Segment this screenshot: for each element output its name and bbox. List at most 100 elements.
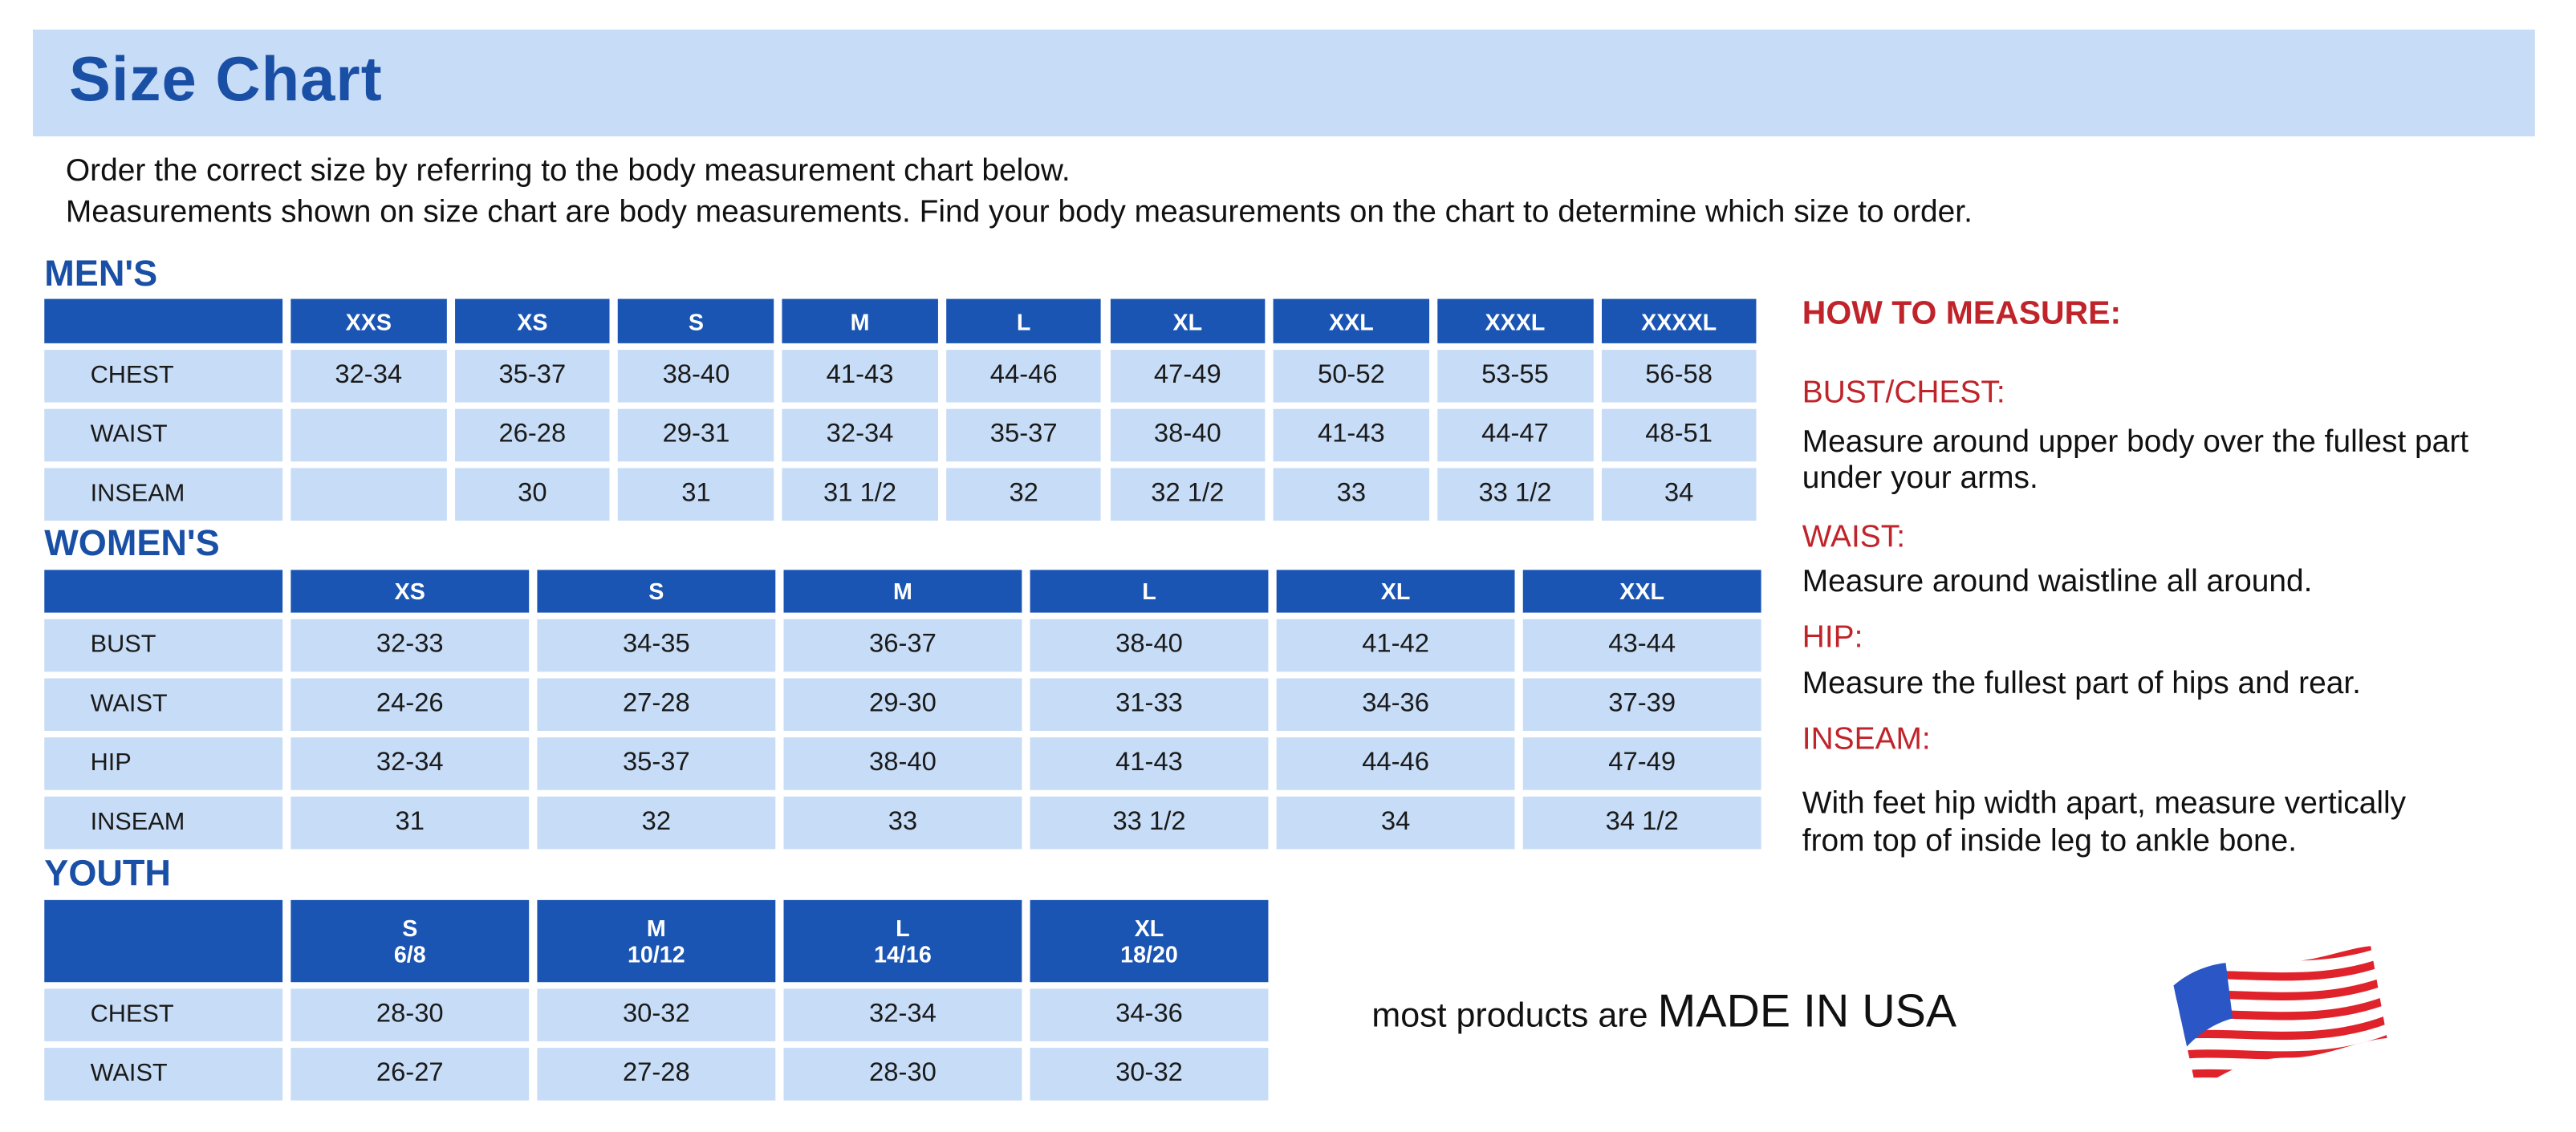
measurement-cell: 44-47 (1437, 408, 1593, 462)
made-in-usa-prefix: most products are (1371, 996, 1648, 1035)
youth-heading: YOUTH (44, 852, 171, 894)
measurement-cell: 43-44 (1522, 619, 1761, 672)
measurement-cell (291, 408, 447, 462)
measurement-cell (291, 468, 447, 521)
measurement-cell: 32-34 (291, 350, 447, 403)
measurement-cell: 38-40 (1030, 619, 1269, 672)
measurement-cell: 29-31 (618, 408, 774, 462)
measurement-cell: 37-39 (1522, 678, 1761, 732)
measurement-cell: 34-35 (537, 619, 776, 672)
row-label-chest: CHEST (44, 350, 283, 403)
womens-header-blank (44, 570, 283, 613)
size-header-xs: XS (291, 570, 530, 613)
measurement-cell: 35-37 (454, 350, 611, 403)
size-header-s: S (537, 570, 776, 613)
how-to-measure-heading: HOW TO MEASURE: (1802, 295, 2122, 332)
measurement-cell: 34-36 (1030, 988, 1269, 1041)
measurement-cell: 41-43 (1273, 408, 1429, 462)
measurement-cell: 32 (945, 468, 1102, 521)
measurement-cell: 34 (1601, 468, 1757, 521)
row-label-hip: HIP (44, 737, 283, 790)
size-header-l: L (1030, 570, 1269, 613)
youth-header-blank (44, 899, 283, 983)
measurement-cell: 48-51 (1601, 408, 1757, 462)
measurement-cell: 38-40 (618, 350, 774, 403)
measurement-cell: 27-28 (537, 1048, 776, 1101)
measurement-cell: 31 (291, 796, 530, 850)
hip-text: Measure the fullest part of hips and rea… (1802, 667, 2362, 702)
measurement-cell: 31-33 (1030, 678, 1269, 732)
measurement-cell: 38-40 (1109, 408, 1266, 462)
measurement-cell: 34 (1276, 796, 1515, 850)
measurement-cell: 56-58 (1601, 350, 1757, 403)
measurement-cell: 33 1/2 (1437, 468, 1593, 521)
row-label-inseam: INSEAM (44, 796, 283, 850)
measurement-cell: 44-46 (1276, 737, 1515, 790)
row-label-inseam: INSEAM (44, 468, 283, 521)
measurement-cell: 31 1/2 (782, 468, 938, 521)
size-header-xxs: XXS (291, 298, 447, 343)
measurement-cell: 34 1/2 (1522, 796, 1761, 850)
measurement-cell: 24-26 (291, 678, 530, 732)
measurement-cell: 29-30 (783, 678, 1022, 732)
measurement-cell: 53-55 (1437, 350, 1593, 403)
measurement-cell: 36-37 (783, 619, 1022, 672)
bust-chest-text: Measure around upper body over the fulle… (1802, 425, 2469, 497)
measurement-cell: 28-30 (291, 988, 530, 1041)
intro-line-1: Order the correct size by referring to t… (65, 154, 1071, 189)
measurement-cell: 30 (454, 468, 611, 521)
measurement-cell: 32-33 (291, 619, 530, 672)
measurement-cell: 41-42 (1276, 619, 1515, 672)
measurement-cell: 32-34 (782, 408, 938, 462)
size-header-xl: XL 18/20 (1030, 899, 1269, 983)
mens-header-blank (44, 298, 283, 343)
size-header-m: M 10/12 (537, 899, 776, 983)
measurement-cell: 47-49 (1522, 737, 1761, 790)
measurement-cell: 28-30 (783, 1048, 1022, 1101)
measurement-cell: 27-28 (537, 678, 776, 732)
mens-heading: MEN'S (44, 253, 158, 294)
measurement-cell: 33 1/2 (1030, 796, 1269, 850)
size-header-xxl: XXL (1522, 570, 1761, 613)
row-label-waist: WAIST (44, 1048, 283, 1101)
measurement-cell: 33 (1273, 468, 1429, 521)
inseam-text: With feet hip width apart, measure verti… (1802, 786, 2407, 859)
title-banner (32, 29, 2535, 136)
waist-text: Measure around waistline all around. (1802, 565, 2313, 600)
measurement-cell: 50-52 (1273, 350, 1429, 403)
measurement-cell: 47-49 (1109, 350, 1266, 403)
size-header-xl: XL (1276, 570, 1515, 613)
made-in-usa-emphasis: MADE IN USA (1657, 985, 1957, 1037)
waist-title: WAIST: (1802, 520, 1906, 555)
measurement-cell: 30-32 (1030, 1048, 1269, 1101)
measurement-cell: 32-34 (291, 737, 530, 790)
measurement-cell: 35-37 (945, 408, 1102, 462)
intro-line-2: Measurements shown on size chart are bod… (65, 195, 1973, 230)
measurement-cell: 38-40 (783, 737, 1022, 790)
measurement-cell: 31 (618, 468, 774, 521)
bust-chest-title: BUST/CHEST: (1802, 375, 2005, 411)
made-in-usa-text: most products are MADE IN USA (1371, 985, 1956, 1038)
measurement-cell: 41-43 (1030, 737, 1269, 790)
us-flag-icon (2173, 946, 2387, 1091)
measurement-cell: 26-27 (291, 1048, 530, 1101)
size-header-l: L (945, 298, 1102, 343)
size-header-l: L 14/16 (783, 899, 1022, 983)
size-header-xxl: XXL (1273, 298, 1429, 343)
measurement-cell: 26-28 (454, 408, 611, 462)
measurement-cell: 32-34 (783, 988, 1022, 1041)
row-label-waist: WAIST (44, 678, 283, 732)
row-label-bust: BUST (44, 619, 283, 672)
size-header-m: M (783, 570, 1022, 613)
measurement-cell: 32 (537, 796, 776, 850)
womens-heading: WOMEN'S (44, 522, 220, 564)
size-header-m: M (782, 298, 938, 343)
row-label-chest: CHEST (44, 988, 283, 1041)
size-header-xl: XL (1109, 298, 1266, 343)
measurement-cell: 44-46 (945, 350, 1102, 403)
measurement-cell: 32 1/2 (1109, 468, 1266, 521)
row-label-waist: WAIST (44, 408, 283, 462)
page-title: Size Chart (68, 46, 383, 116)
size-header-xxxxl: XXXXL (1601, 298, 1757, 343)
